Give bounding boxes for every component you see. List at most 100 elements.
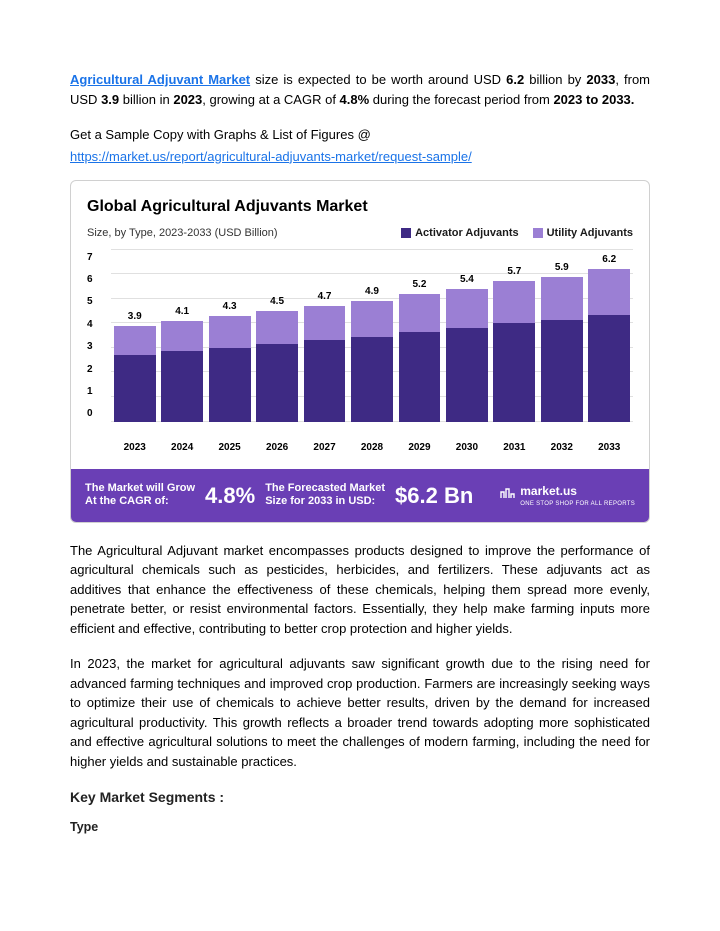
bar-segment-activator [351, 337, 393, 422]
bar-value-label: 4.3 [223, 299, 237, 314]
legend-label-activator: Activator Adjuvants [415, 227, 519, 239]
y-tick: 0 [87, 406, 107, 421]
intro-text-1: size is expected to be worth around USD [250, 72, 506, 87]
y-tick: 4 [87, 317, 107, 332]
bar-segment-utility [161, 321, 203, 352]
banner-lead: The Market will Grow At the CAGR of: [85, 482, 195, 508]
bar-segment-activator [209, 348, 251, 422]
y-tick: 2 [87, 362, 107, 377]
bar-segment-utility [541, 277, 583, 320]
legend-label-utility: Utility Adjuvants [547, 227, 633, 239]
intro-range: 2023 to 2033. [553, 92, 634, 107]
intro-cagr: 4.8% [340, 92, 370, 107]
banner-logo: market.us ONE STOP SHOP FOR ALL REPORTS [500, 482, 635, 509]
bar-segment-utility [446, 289, 488, 328]
type-heading: Type [70, 818, 650, 837]
x-tick: 2028 [351, 440, 393, 455]
x-tick: 2033 [588, 440, 630, 455]
bar-value-label: 5.7 [507, 264, 521, 279]
x-tick: 2027 [304, 440, 346, 455]
bar-column: 5.7 [493, 264, 535, 421]
y-tick: 5 [87, 294, 107, 309]
sample-link[interactable]: https://market.us/report/agricultural-ad… [70, 147, 472, 167]
bar-column: 4.5 [256, 294, 298, 422]
intro-val-1: 6.2 [506, 72, 524, 87]
bar-value-label: 3.9 [128, 309, 142, 324]
x-tick: 2024 [161, 440, 203, 455]
intro-text-6: during the forecast period from [369, 92, 553, 107]
bar-value-label: 5.4 [460, 272, 474, 287]
intro-text-4: billion in [119, 92, 173, 107]
banner-mid-2: Size for 2033 in USD: [265, 495, 375, 507]
bar-segment-utility [399, 294, 441, 332]
bar-column: 5.4 [446, 272, 488, 422]
chart-title: Global Agricultural Adjuvants Market [87, 195, 633, 219]
banner-lead-2: At the CAGR of: [85, 495, 169, 507]
legend-item-utility: Utility Adjuvants [533, 225, 633, 242]
x-tick: 2032 [541, 440, 583, 455]
bar-segment-activator [304, 340, 346, 421]
bar-segment-utility [351, 301, 393, 337]
sample-prompt-text: Get a Sample Copy with Graphs & List of … [70, 127, 371, 142]
bar-value-label: 4.7 [318, 289, 332, 304]
banner-value: $6.2 Bn [395, 479, 473, 512]
chart-plot: 0 1 2 3 4 5 6 7 3.9 4.1 4.3 4.5 4.7 4.9 5.2 5.4 5.7 5.9 6… [87, 250, 633, 440]
sample-prompt: Get a Sample Copy with Graphs & List of … [70, 125, 650, 166]
title-link[interactable]: Agricultural Adjuvant Market [70, 72, 250, 87]
bar-value-label: 5.2 [412, 277, 426, 292]
body-paragraph-1: The Agricultural Adjuvant market encompa… [70, 541, 650, 639]
x-tick: 2025 [209, 440, 251, 455]
y-tick: 6 [87, 272, 107, 287]
banner-lead-1: The Market will Grow [85, 482, 195, 494]
bar-value-label: 4.9 [365, 284, 379, 299]
logo-subtext: ONE STOP SHOP FOR ALL REPORTS [520, 500, 635, 509]
bar-segment-utility [256, 311, 298, 344]
y-axis: 0 1 2 3 4 5 6 7 [87, 250, 107, 422]
x-tick: 2023 [114, 440, 156, 455]
intro-text-2: billion by [524, 72, 586, 87]
y-tick: 3 [87, 339, 107, 354]
bar-segment-activator [161, 351, 203, 421]
bar-segment-utility [493, 281, 535, 323]
bar-segment-activator [446, 328, 488, 421]
x-tick: 2031 [493, 440, 535, 455]
bar-segment-activator [493, 323, 535, 421]
intro-val-2: 3.9 [101, 92, 119, 107]
bar-value-label: 6.2 [602, 252, 616, 267]
x-tick: 2029 [399, 440, 441, 455]
banner-mid: The Forecasted Market Size for 2033 in U… [265, 482, 385, 508]
bar-column: 4.3 [209, 299, 251, 422]
bar-segment-utility [114, 326, 156, 355]
logo-text: market.us [520, 484, 577, 498]
bar-segment-activator [541, 320, 583, 422]
legend-swatch-utility [533, 228, 543, 238]
x-tick: 2026 [256, 440, 298, 455]
bar-segment-activator [588, 315, 630, 422]
intro-paragraph: Agricultural Adjuvant Market size is exp… [70, 70, 650, 109]
banner-mid-1: The Forecasted Market [265, 482, 385, 494]
legend-swatch-activator [401, 228, 411, 238]
y-tick: 7 [87, 250, 107, 265]
x-tick: 2030 [446, 440, 488, 455]
bars-area: 3.9 4.1 4.3 4.5 4.7 4.9 5.2 5.4 5.7 5.9 6.2 [111, 254, 633, 440]
bar-value-label: 4.5 [270, 294, 284, 309]
bar-column: 5.2 [399, 277, 441, 422]
intro-year-1: 2033 [586, 72, 615, 87]
bar-column: 4.9 [351, 284, 393, 421]
y-tick: 1 [87, 384, 107, 399]
bar-segment-activator [256, 344, 298, 421]
bar-segment-activator [399, 332, 441, 422]
x-axis: 2023 2024 2025 2026 2027 2028 2029 2030 2031 2032… [87, 440, 633, 463]
chart-subtitle: Size, by Type, 2023-2033 (USD Billion) [87, 225, 278, 242]
body-paragraph-2: In 2023, the market for agricultural adj… [70, 654, 650, 771]
bar-segment-utility [209, 316, 251, 348]
chart-banner: The Market will Grow At the CAGR of: 4.8… [71, 469, 649, 522]
intro-text-5: , growing at a CAGR of [202, 92, 339, 107]
bar-segment-utility [304, 306, 346, 340]
bar-column: 5.9 [541, 260, 583, 422]
bar-segment-activator [114, 355, 156, 421]
bar-value-label: 4.1 [175, 304, 189, 319]
bar-value-label: 5.9 [555, 260, 569, 275]
intro-year-2: 2023 [173, 92, 202, 107]
banner-cagr: 4.8% [205, 479, 255, 512]
